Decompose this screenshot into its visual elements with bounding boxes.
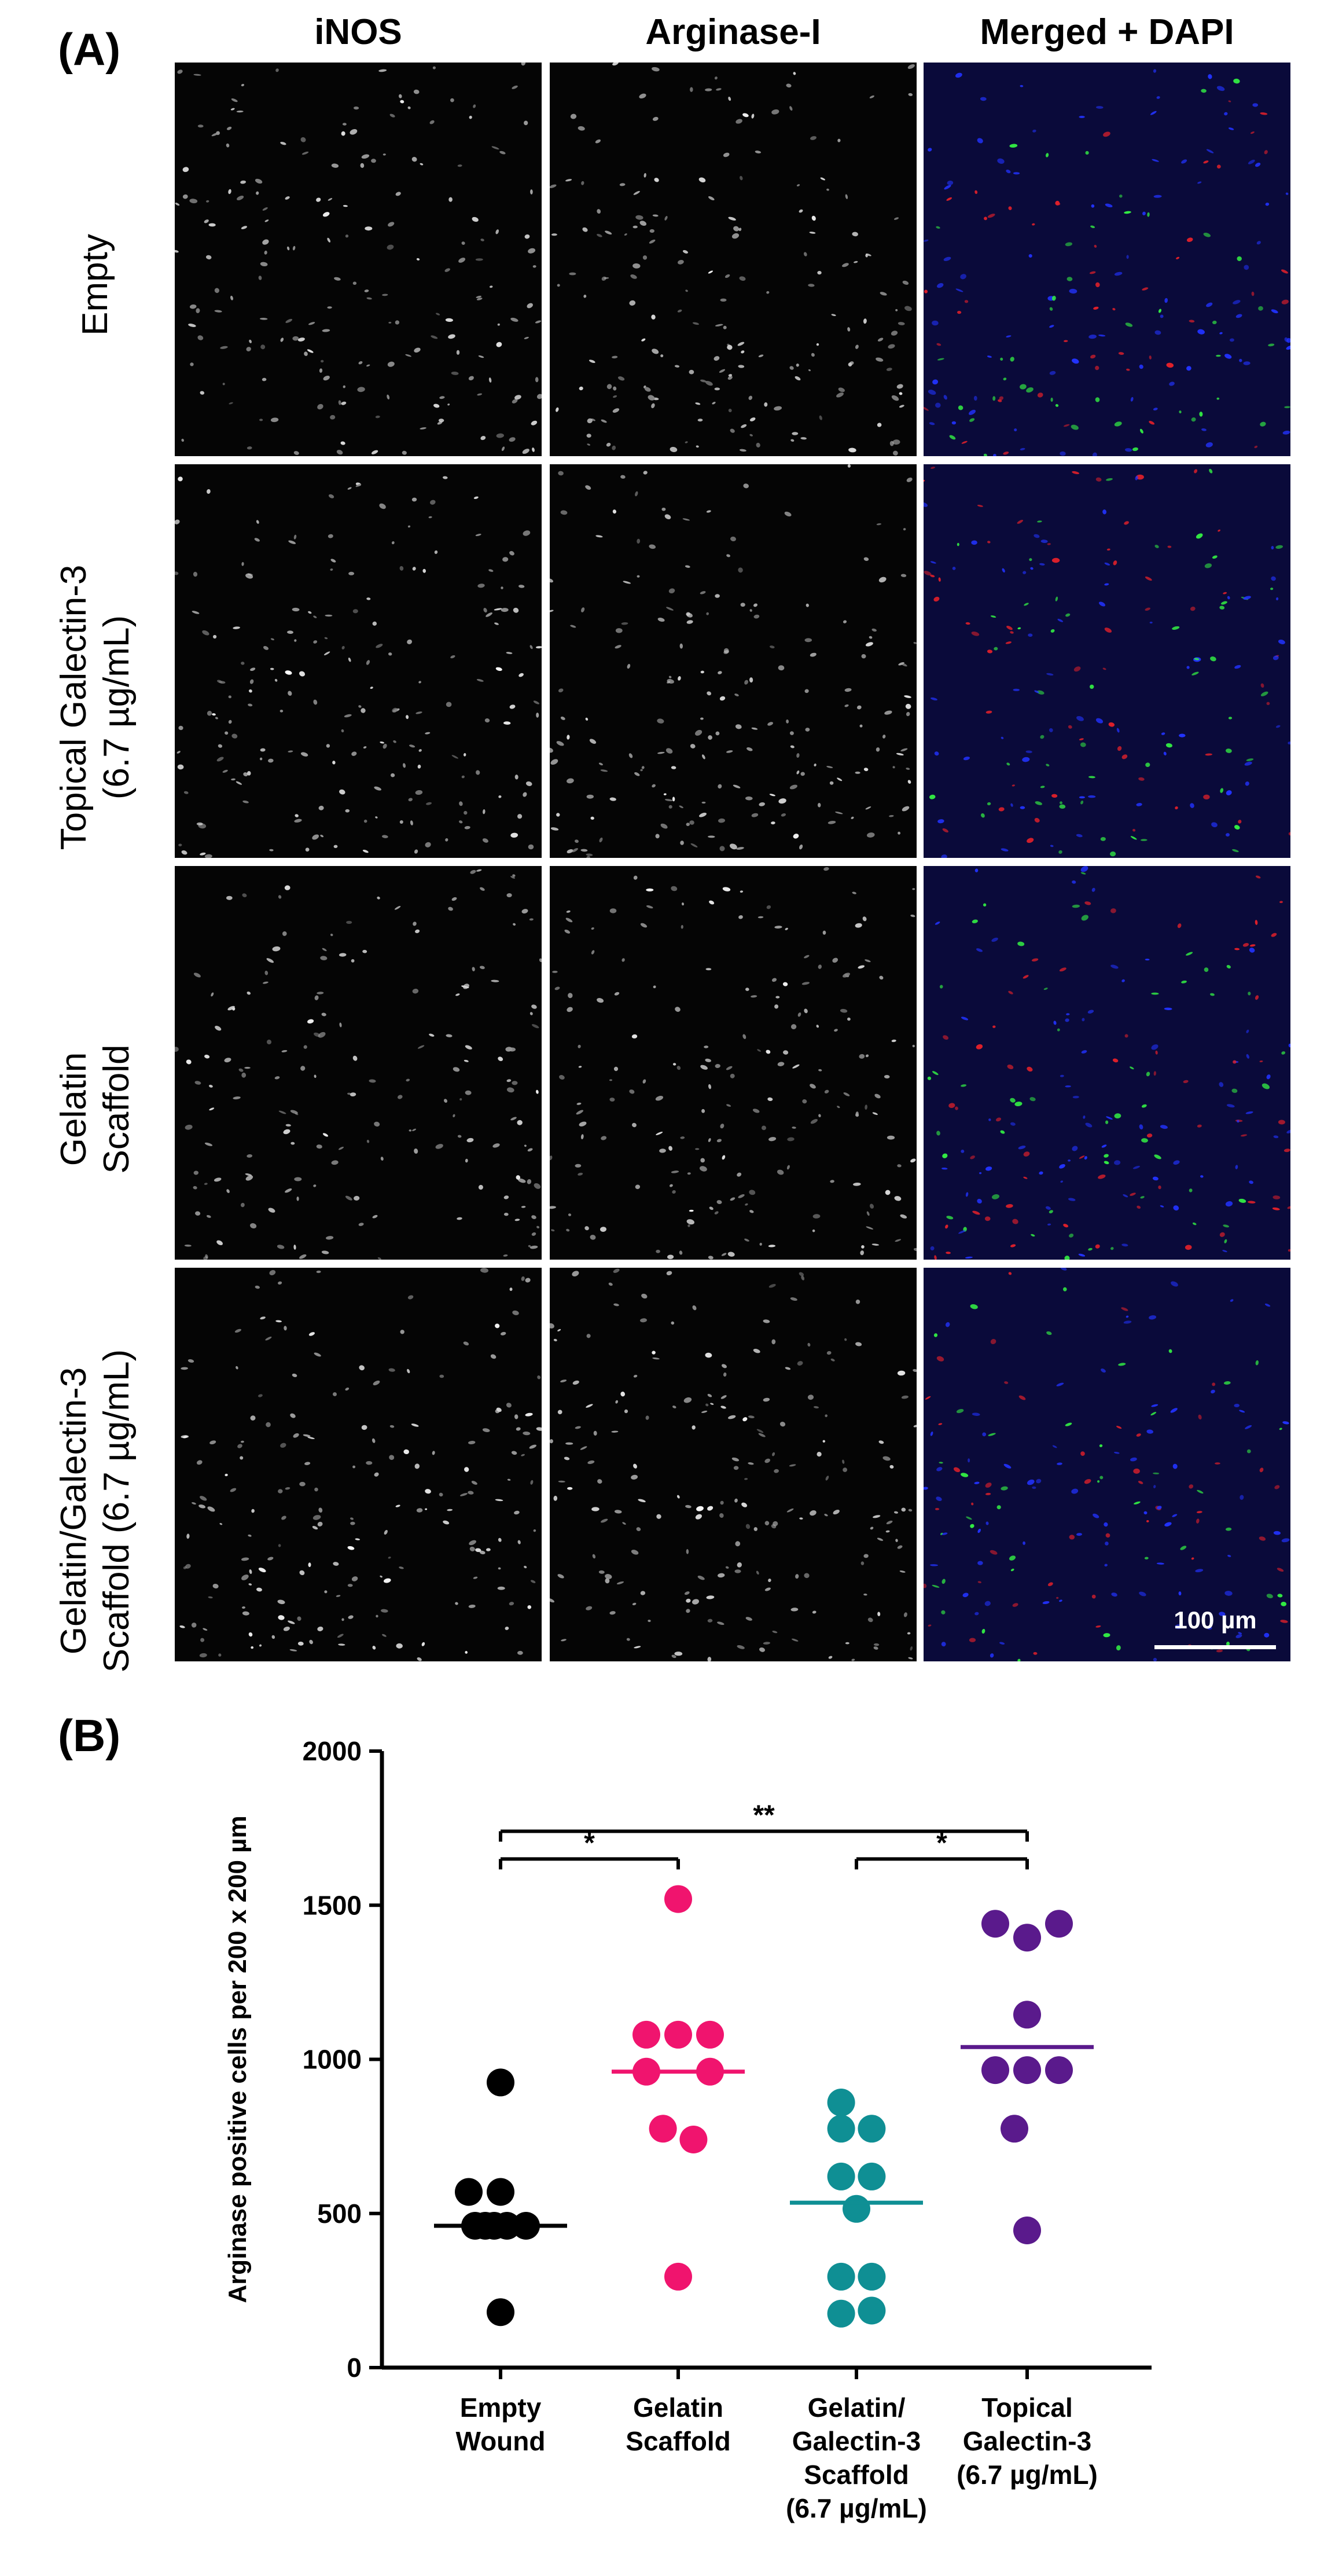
x-tick-label: Gelatin Scaffold	[626, 2392, 730, 2456]
data-point	[858, 2262, 886, 2291]
y-tick-label: 500	[317, 2199, 362, 2229]
row-label-topical-galectin: Topical Galectin-3 (6.7 µg/mL)	[53, 511, 138, 904]
scale-bar	[1154, 1645, 1276, 1649]
data-point	[664, 2262, 692, 2291]
micrograph-arg-row-1	[550, 63, 917, 456]
micrograph-arg-row-2	[550, 464, 917, 858]
data-point	[827, 2262, 855, 2291]
data-point	[487, 2178, 514, 2206]
data-point	[1001, 2115, 1028, 2143]
data-point	[858, 2162, 886, 2190]
data-point	[827, 2089, 855, 2116]
data-point	[1045, 2056, 1073, 2085]
row-label-line: Empty	[75, 234, 115, 336]
y-tick-label: 1500	[303, 1890, 362, 1920]
micrograph-inos-row-2	[175, 464, 542, 858]
panel-b-label: (B)	[58, 1710, 120, 1761]
row-label-line: Scaffold (6.7 µg/mL)	[97, 1349, 137, 1673]
data-point	[679, 2126, 708, 2153]
data-point	[455, 2178, 483, 2206]
data-point	[664, 2020, 692, 2049]
data-point	[632, 2020, 660, 2049]
micrograph-merge-row-2	[924, 464, 1290, 858]
row-label-line: (6.7 µg/mL)	[97, 615, 137, 800]
data-point	[843, 2195, 870, 2223]
data-point	[1013, 2217, 1041, 2244]
row-label-line: Gelatin	[54, 1052, 94, 1166]
micrograph-arg-row-3	[550, 866, 917, 1260]
scale-bar-label: 100 µm	[1174, 1606, 1257, 1634]
column-header-arginase: Arginase-I	[645, 12, 821, 52]
column-header-inos: iNOS	[314, 12, 402, 52]
data-point	[487, 2298, 514, 2327]
data-point	[827, 2162, 855, 2190]
data-point	[1013, 1924, 1041, 1952]
data-point	[1013, 2056, 1041, 2085]
data-point	[649, 2115, 677, 2143]
column-header-merged: Merged + DAPI	[980, 12, 1234, 52]
y-tick-label: 1000	[303, 2045, 362, 2075]
x-tick-label: Gelatin/Galectin-3 Scaffold (6.7 µg/mL)	[786, 2392, 927, 2523]
micrograph-arg-row-4	[550, 1268, 917, 1661]
x-tick-label: Empty Wound	[456, 2392, 546, 2456]
data-point	[696, 2020, 724, 2049]
data-point	[827, 2115, 855, 2143]
micrograph-inos-row-3	[175, 866, 542, 1260]
data-point	[981, 2056, 1009, 2085]
row-label-line: Topical Galectin-3	[54, 564, 94, 850]
row-label-line: Gelatin/Galectin-3	[54, 1367, 94, 1655]
arginase-scatter-chart: (B) 0 500 1000 1500 2000 Empty Wound Gelatin Scaf…	[58, 1710, 1152, 2523]
data-point	[858, 2115, 886, 2143]
row-label-gelatin-galectin-scaffold: Gelatin/Galectin-3 Scaffold (6.7 µg/mL)	[53, 1314, 138, 1708]
micrograph-merge-row-1	[924, 63, 1290, 456]
data-point	[827, 2299, 855, 2328]
data-point	[1013, 2001, 1041, 2029]
y-tick-label: 2000	[303, 1736, 362, 1766]
significance-label: *	[936, 1828, 947, 1858]
row-label-gelatin-scaffold: Gelatin Scaffold	[53, 912, 138, 1306]
micrograph-inos-row-4	[175, 1268, 542, 1661]
row-label-line: Scaffold	[97, 1044, 137, 1174]
micrograph-merge-row-3	[924, 866, 1290, 1260]
y-axis-label: Arginase positive cells per 200 x 200 µm	[223, 1815, 252, 2303]
micrograph-merge-row-4	[924, 1268, 1290, 1661]
micrograph-inos-row-1	[175, 63, 542, 456]
x-tick-label: Topical Galectin-3 (6.7 µg/mL)	[957, 2392, 1098, 2490]
significance-label: **	[753, 1800, 775, 1830]
data-point	[487, 2068, 514, 2097]
data-point	[1045, 1910, 1073, 1938]
row-label-empty: Empty	[74, 88, 117, 482]
data-point	[981, 1910, 1009, 1938]
data-point	[858, 2296, 886, 2325]
data-point	[664, 1885, 692, 1913]
panel-a-label: (A)	[58, 24, 121, 75]
significance-label: *	[584, 1828, 595, 1858]
y-tick-label: 0	[347, 2353, 362, 2383]
